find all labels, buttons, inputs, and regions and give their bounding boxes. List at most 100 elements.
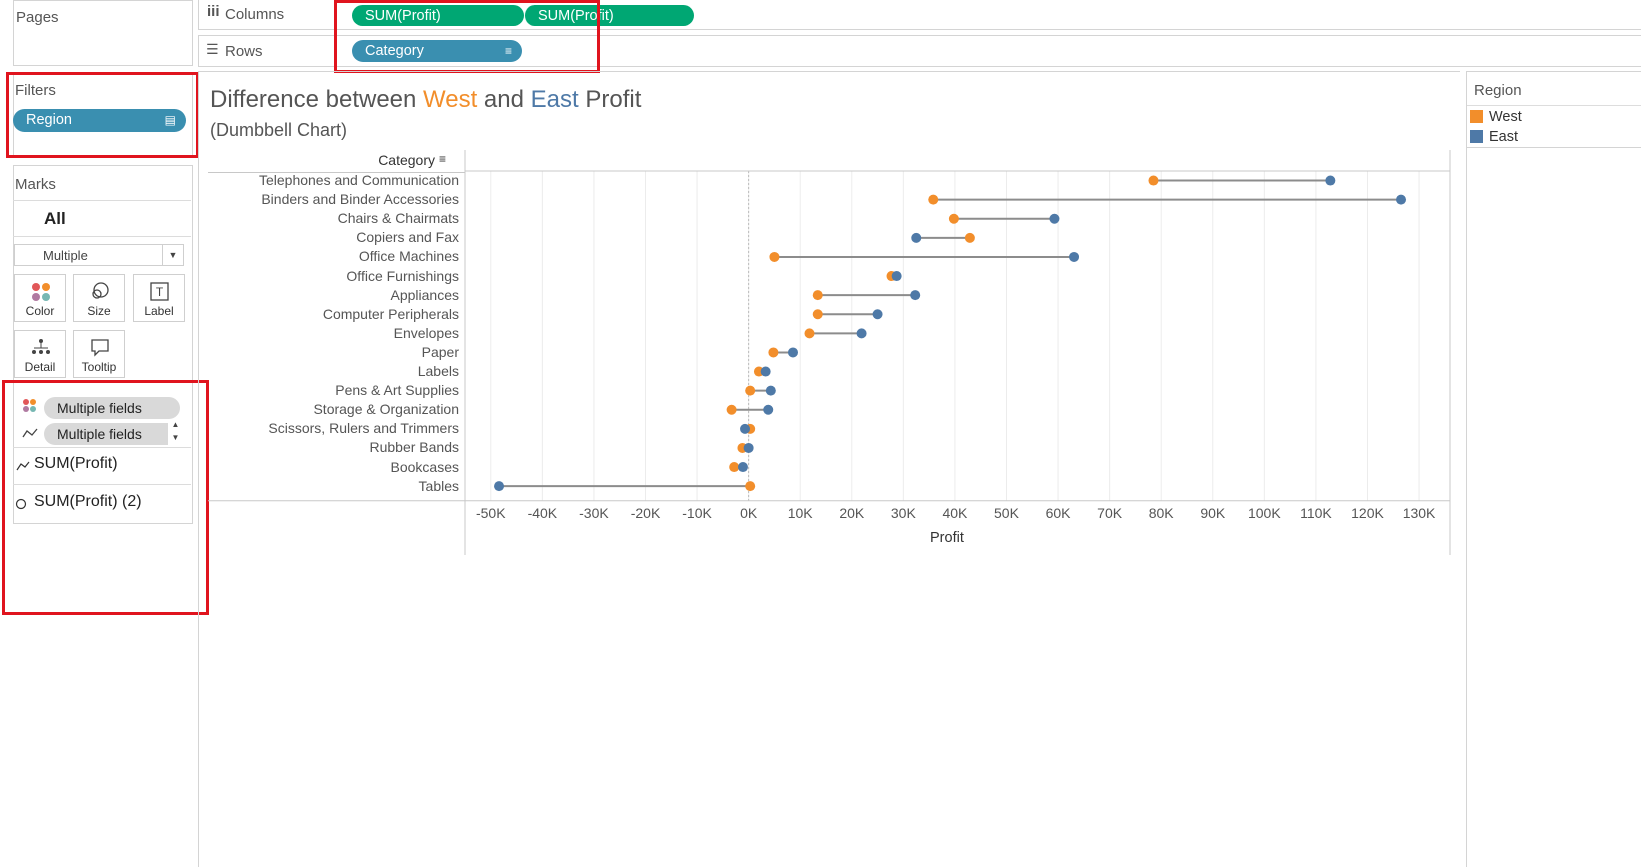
title-part-3: and — [477, 86, 531, 113]
pages-card[interactable]: Pages — [13, 0, 193, 66]
category-label[interactable]: Paper — [421, 343, 459, 360]
color-palette-icon — [32, 283, 50, 301]
category-label[interactable]: Rubber Bands — [369, 439, 459, 456]
point-west — [928, 194, 939, 205]
title-east: East — [530, 86, 579, 113]
point-west — [768, 347, 779, 358]
legend-label-east: East — [1489, 129, 1519, 145]
right-panel — [1466, 148, 1641, 867]
point-west — [1148, 175, 1159, 186]
category-label[interactable]: Labels — [417, 363, 459, 379]
legend-separator — [1467, 105, 1641, 106]
point-east — [763, 404, 774, 415]
category-label[interactable]: Storage & Organization — [313, 401, 459, 418]
line-mark-icon — [16, 459, 30, 477]
title-west: West — [423, 86, 478, 113]
sort-descending-icon: ≡ — [438, 152, 446, 166]
filter-pill-region[interactable]: Region ▤ — [13, 109, 186, 132]
category-header-label: Category — [378, 152, 435, 168]
point-east — [787, 347, 798, 358]
point-west — [964, 232, 975, 243]
legend-title: Region — [1474, 82, 1522, 99]
marks-detail-button[interactable]: Detail — [14, 330, 66, 378]
text-label-icon: T — [150, 282, 169, 301]
columns-pill-profit-2[interactable]: SUM(Profit) — [524, 5, 694, 26]
category-label[interactable]: Office Machines — [358, 248, 459, 265]
category-label[interactable]: Office Furnishings — [346, 267, 459, 284]
size-button-label: Size — [87, 304, 111, 318]
rows-pill-category[interactable]: Category ≡ — [352, 40, 522, 62]
point-west — [812, 290, 823, 301]
marks-separator — [13, 200, 191, 201]
tooltip-speech-icon — [91, 339, 109, 357]
point-east — [1069, 251, 1080, 262]
point-east — [872, 309, 883, 320]
svg-text:T: T — [156, 285, 164, 299]
legend-label-west: West — [1489, 109, 1522, 125]
category-label[interactable]: Appliances — [390, 286, 460, 303]
point-east — [740, 423, 751, 434]
legend-card: Region West East — [1466, 71, 1641, 148]
category-label[interactable]: Tables — [418, 477, 459, 494]
category-label[interactable]: Computer Peripherals — [322, 305, 459, 322]
x-tick-label: 40K — [942, 505, 968, 521]
point-west — [729, 462, 740, 473]
chart-subtitle: (Dumbbell Chart) — [210, 120, 348, 140]
columns-icon: iii — [207, 3, 220, 20]
title-part-5: Profit — [578, 86, 642, 113]
marks-field-pill-color[interactable]: Multiple fields — [44, 397, 180, 419]
point-east — [737, 462, 748, 473]
point-east — [856, 328, 867, 339]
point-east — [1325, 175, 1336, 186]
color-button-label: Color — [25, 304, 55, 318]
circle-mark-icon — [15, 497, 27, 515]
category-header[interactable]: Category ≡ — [208, 150, 465, 173]
point-west — [812, 309, 823, 320]
marks-tooltip-button[interactable]: Tooltip — [73, 330, 125, 378]
mark-type-value: Multiple — [43, 248, 88, 263]
tooltip-button-label: Tooltip — [81, 360, 117, 374]
x-tick-label: 100K — [1248, 505, 1281, 521]
point-west — [948, 213, 959, 224]
category-label[interactable]: Copiers and Fax — [356, 229, 459, 246]
label-button-label: Label — [144, 304, 174, 318]
worksheet-pane — [198, 71, 1460, 867]
marks-size-button[interactable]: Size — [73, 274, 125, 322]
point-east — [760, 366, 771, 377]
marks-all-tab[interactable]: All — [44, 209, 66, 228]
point-east — [765, 385, 776, 396]
point-east — [1049, 213, 1060, 224]
category-axis-labels: Telephones and Communication Binders and … — [208, 171, 459, 496]
category-label[interactable]: Telephones and Communication — [258, 172, 459, 188]
marks-card-profit-circle[interactable]: SUM(Profit) (2) — [34, 493, 142, 510]
category-label[interactable]: Chairs & Chairmats — [337, 210, 459, 227]
x-tick-label: 60K — [1046, 505, 1072, 521]
category-label[interactable]: Pens & Art Supplies — [335, 382, 459, 399]
marks-color-button[interactable]: Color — [14, 274, 66, 322]
x-tick-label: -40K — [528, 505, 558, 521]
marks-label-button[interactable]: T Label — [133, 274, 185, 322]
pill-scroll-arrows[interactable]: ▲ ▼ — [171, 420, 180, 442]
x-tick-label: 110K — [1300, 505, 1332, 521]
marks-card-profit-line[interactable]: SUM(Profit) — [34, 455, 118, 472]
category-label[interactable]: Binders and Binder Accessories — [261, 191, 459, 208]
marks-field-pill-path[interactable]: Multiple fields — [44, 423, 168, 445]
mark-type-dropdown[interactable]: Multiple ▼ — [14, 244, 184, 266]
x-axis-title: Profit — [930, 530, 964, 546]
point-west — [745, 481, 756, 492]
marks-title: Marks — [15, 176, 56, 193]
pages-title: Pages — [16, 9, 59, 26]
x-tick-label: 0K — [740, 505, 758, 521]
point-west — [726, 404, 737, 415]
filters-title: Filters — [15, 82, 56, 99]
color-dots-icon — [22, 398, 38, 419]
category-label[interactable]: Scissors, Rulers and Trimmers — [268, 420, 459, 437]
category-label[interactable]: Envelopes — [393, 324, 459, 341]
category-label[interactable]: Bookcases — [390, 458, 459, 475]
point-east — [891, 271, 902, 282]
legend-swatch-east — [1470, 130, 1483, 143]
rows-icon: ☰ — [206, 41, 219, 57]
columns-pill-profit-1[interactable]: SUM(Profit) — [352, 5, 524, 26]
sort-icon: ≡ — [504, 44, 512, 58]
